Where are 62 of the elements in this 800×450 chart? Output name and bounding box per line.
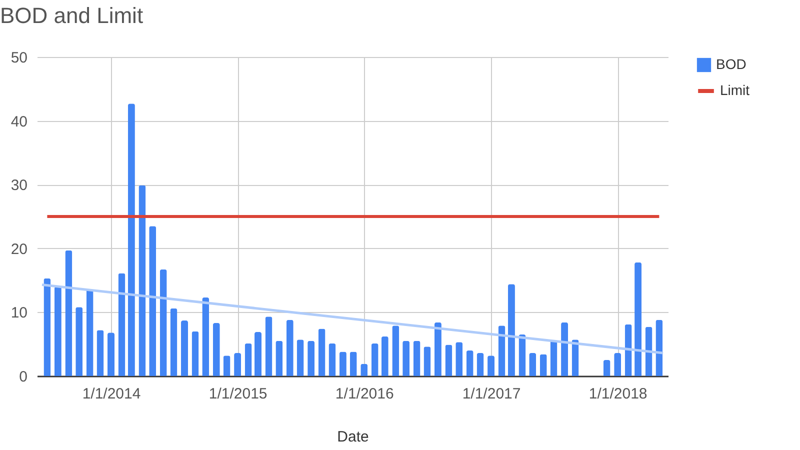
bar xyxy=(445,344,452,376)
bar xyxy=(371,343,378,376)
bar xyxy=(392,326,400,376)
bar xyxy=(65,250,72,376)
bar xyxy=(244,343,252,376)
bar xyxy=(138,185,146,376)
bar xyxy=(160,269,167,376)
bar xyxy=(170,308,178,376)
bar xyxy=(223,356,230,376)
bar xyxy=(254,332,262,376)
bar xyxy=(339,352,346,376)
bar xyxy=(360,364,368,376)
y-tick-label: 0 xyxy=(19,368,28,386)
bar xyxy=(488,356,495,376)
bar xyxy=(265,316,272,376)
bar xyxy=(118,273,126,376)
bar xyxy=(44,278,51,376)
chart-title: BOD and Limit xyxy=(0,3,144,28)
bar xyxy=(466,350,474,376)
y-tick-label: 40 xyxy=(10,113,28,130)
bar xyxy=(634,262,642,376)
bar xyxy=(96,330,104,376)
bar xyxy=(128,104,135,376)
bar xyxy=(413,340,420,376)
bar xyxy=(603,360,610,376)
bar xyxy=(402,340,410,376)
x-tick-label: 1/1/2015 xyxy=(208,386,268,402)
y-tick-label: 10 xyxy=(10,304,28,322)
bar xyxy=(508,284,515,376)
y-tick-label: 30 xyxy=(10,177,28,194)
bar xyxy=(350,352,357,376)
bar xyxy=(108,332,114,376)
bar xyxy=(529,353,536,376)
legend-label: BOD xyxy=(716,56,746,72)
bar xyxy=(381,336,388,376)
bar xyxy=(476,353,484,376)
x-tick-label: 1/1/2017 xyxy=(462,386,521,402)
bar xyxy=(276,340,283,376)
bar xyxy=(76,307,83,376)
x-tick-label: 1/1/2018 xyxy=(588,386,648,402)
bar xyxy=(181,320,188,376)
bar xyxy=(424,346,431,376)
bar xyxy=(234,353,242,376)
x-axis-title: Date xyxy=(337,428,369,446)
y-tick-label: 50 xyxy=(10,50,28,66)
y-tick-label: 20 xyxy=(10,240,28,258)
bar xyxy=(296,340,304,376)
legend-label: Limit xyxy=(720,82,750,98)
bar xyxy=(86,289,94,376)
x-tick-label: 1/1/2014 xyxy=(82,386,141,402)
bar xyxy=(614,353,622,376)
bar xyxy=(149,226,156,376)
bar xyxy=(192,331,199,376)
bar xyxy=(456,342,463,376)
bar xyxy=(540,354,547,376)
bar xyxy=(318,328,326,376)
bar xyxy=(308,340,315,376)
bar xyxy=(54,286,62,376)
bar xyxy=(286,320,294,376)
bar xyxy=(212,323,220,376)
bar xyxy=(328,343,336,376)
x-tick-label: 1/1/2016 xyxy=(335,386,394,402)
